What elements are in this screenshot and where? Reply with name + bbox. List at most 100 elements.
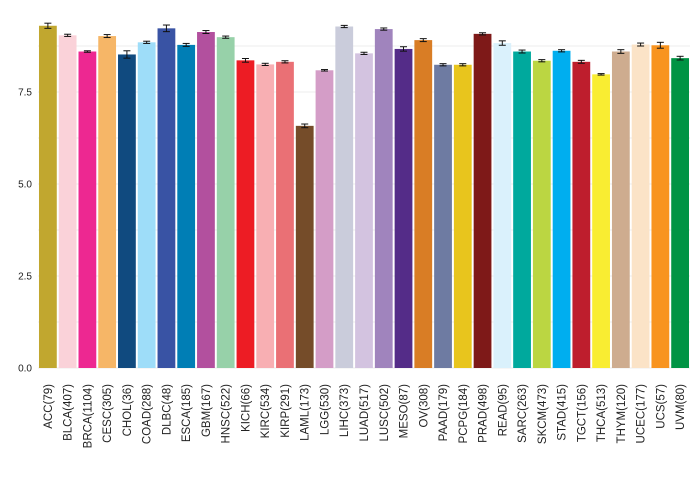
x-tick-label: LUAD(517): [359, 384, 371, 442]
x-tick-label: MESO(87): [399, 384, 411, 438]
x-tick-label: LGG(530): [319, 384, 331, 435]
bar: [631, 44, 650, 368]
bar: [236, 60, 255, 369]
error-bar: [400, 46, 408, 52]
y-tick-label: 7.5: [18, 88, 32, 99]
bar: [453, 64, 472, 368]
y-tick-label: 0.0: [18, 364, 32, 375]
x-tick-label: KIRC(534): [260, 384, 272, 438]
x-tick-label: HNSC(522): [221, 384, 233, 444]
x-tick-label: PCPG(184): [458, 384, 470, 444]
error-bar: [241, 58, 249, 63]
error-bar: [182, 42, 190, 47]
bar-layer: [38, 25, 690, 369]
x-tick-label: THCA(513): [596, 384, 608, 442]
error-bar: [202, 30, 210, 34]
bar: [118, 54, 136, 369]
error-bar: [143, 40, 151, 44]
error-bar: [656, 41, 664, 49]
bar: [671, 58, 690, 368]
x-tick-label: SARC(263): [517, 384, 529, 443]
bar: [394, 48, 413, 368]
error-bar: [676, 55, 684, 61]
x-tick-label: PRAD(498): [478, 384, 490, 443]
error-bar: [162, 24, 170, 33]
error-bar-layer: [44, 22, 684, 129]
error-bar: [577, 59, 585, 64]
x-tick-label: UCS(57): [655, 384, 667, 429]
x-tick-label: OV(308): [418, 384, 430, 428]
error-bar: [419, 38, 427, 43]
x-tick-label: CESC(305): [102, 384, 114, 443]
error-bar: [637, 42, 645, 47]
x-tick-label: BLCA(407): [63, 384, 75, 441]
error-bar: [320, 69, 328, 72]
error-bar: [479, 32, 487, 36]
bar: [532, 60, 551, 368]
x-tick-label: ACC(79): [43, 384, 55, 429]
bar: [493, 43, 512, 368]
bar: [355, 53, 373, 369]
error-bar: [459, 63, 467, 67]
bar: [137, 42, 156, 368]
bar: [197, 32, 215, 369]
x-tick-label: LAML(173): [300, 384, 312, 441]
error-bar: [617, 49, 625, 54]
error-bar: [439, 63, 447, 67]
bar: [414, 40, 433, 368]
bar: [98, 36, 117, 369]
bar: [513, 51, 531, 369]
bar: [473, 33, 492, 369]
error-bar: [281, 60, 289, 64]
x-tick-label: LUSC(502): [379, 384, 391, 442]
error-bar: [103, 34, 111, 39]
error-bar: [518, 49, 526, 54]
bar: [276, 61, 294, 368]
error-bar: [44, 22, 52, 29]
bar: [157, 28, 176, 369]
bar: [38, 25, 57, 368]
x-tick-label: SKCM(473): [537, 384, 549, 444]
error-bar: [340, 24, 348, 29]
bar: [177, 44, 196, 369]
error-bar: [538, 59, 546, 63]
x-tick-label: UCEC(177): [636, 384, 648, 444]
bar: [434, 64, 452, 368]
bar: [256, 64, 275, 369]
x-tick-label: KIRP(291): [280, 384, 292, 438]
bar: [58, 35, 77, 368]
y-axis-ticks: 0.0 2.5 5.0 7.5: [18, 88, 32, 375]
x-tick-label: ESCA(185): [181, 384, 193, 442]
error-bar: [123, 50, 131, 59]
x-tick-label: UVM(80): [675, 384, 687, 430]
error-bar: [222, 35, 230, 39]
bar: [216, 37, 235, 368]
error-bar: [64, 33, 72, 37]
error-bar: [360, 51, 368, 55]
error-bar: [83, 50, 91, 53]
x-tick-label: STAD(415): [557, 384, 569, 441]
bar: [315, 70, 334, 369]
bar: [552, 50, 571, 369]
error-bar: [261, 62, 269, 67]
x-tick-label: CHOL(36): [122, 384, 134, 437]
y-tick-label: 2.5: [18, 272, 32, 283]
x-tick-label: PAAD(179): [438, 384, 450, 441]
x-tick-label: COAD(288): [142, 384, 154, 444]
error-bar: [380, 27, 388, 31]
error-bar: [558, 49, 566, 53]
bar: [592, 74, 610, 368]
x-tick-label: LIHC(373): [339, 384, 351, 437]
bar: [611, 51, 630, 369]
bar: [335, 26, 354, 368]
error-bar: [597, 73, 605, 76]
error-bar: [301, 123, 309, 129]
x-tick-label: GBM(167): [201, 384, 213, 437]
x-tick-label: BRCA(1104): [82, 384, 94, 449]
x-tick-label: TGCT(156): [576, 384, 588, 442]
bar: [295, 125, 314, 368]
x-tick-label: DLBC(48): [161, 384, 173, 435]
bar: [651, 45, 670, 368]
